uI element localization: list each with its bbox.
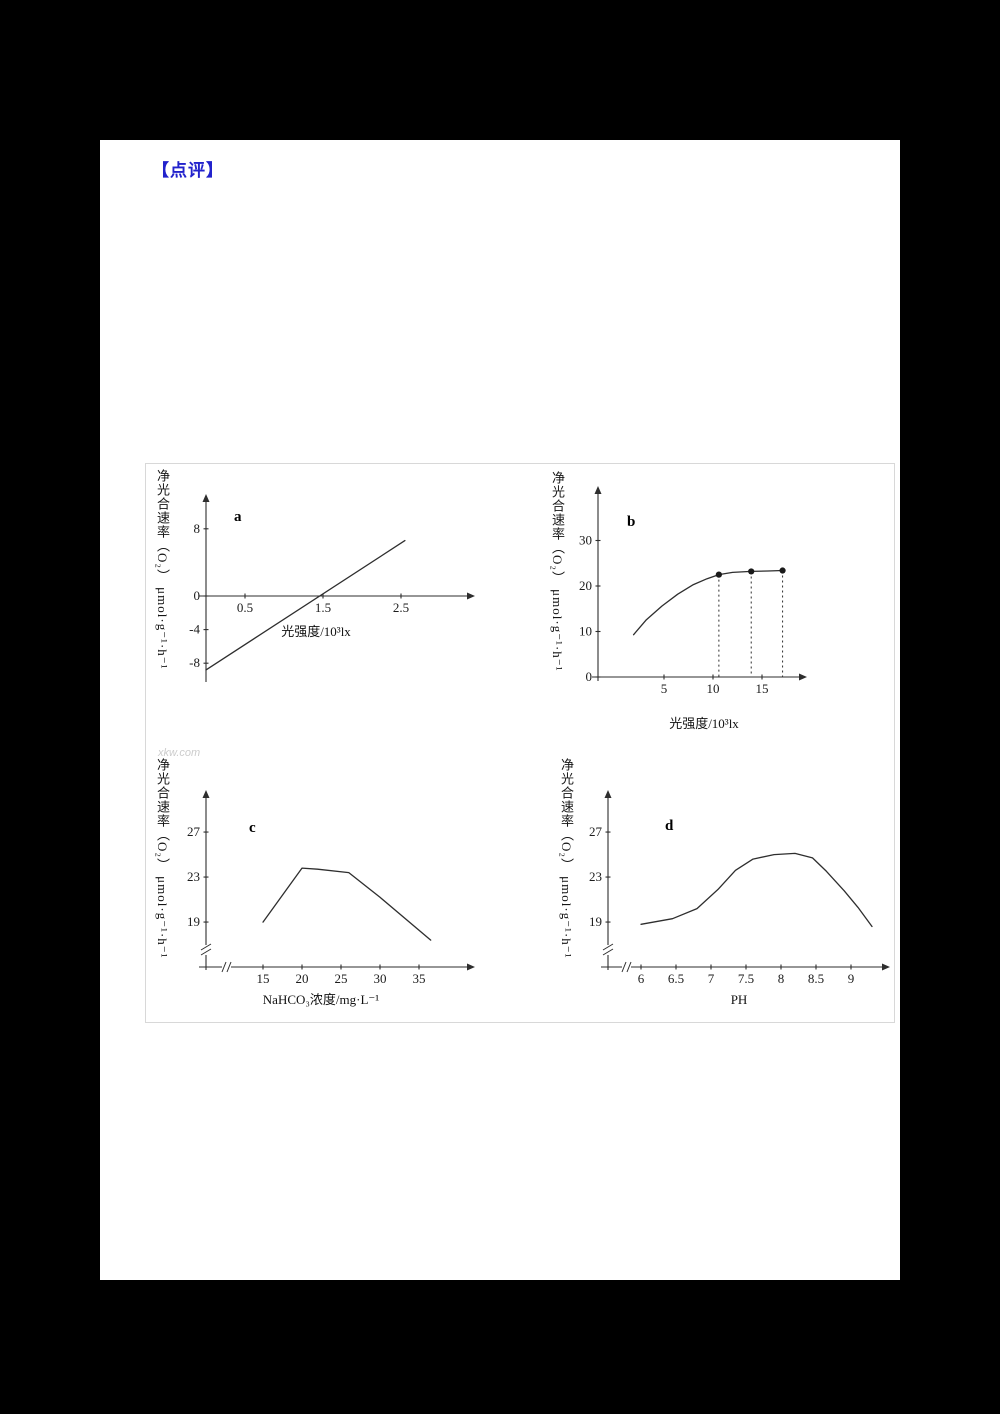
- chart-b-y-axis-label: 净光合速率（O₂） μmol·g⁻¹·h⁻¹: [550, 471, 565, 672]
- chart-a: 0.5 1.5 2.5 8 0 -4 -8 a 光强度/10³lx: [189, 494, 475, 682]
- svg-text:8: 8: [778, 971, 785, 986]
- watermark: xkw.com: [158, 747, 201, 759]
- svg-text:15: 15: [257, 971, 270, 986]
- chart-d: 6 6.5 7 7.5 8 8.5 9 27 23 19 d PH: [589, 790, 890, 1007]
- svg-text:7.5: 7.5: [738, 971, 754, 986]
- svg-text:27: 27: [187, 824, 201, 839]
- svg-text:光强度/10³lx: 光强度/10³lx: [669, 716, 739, 731]
- svg-text:5: 5: [661, 681, 668, 696]
- svg-text:2.5: 2.5: [393, 600, 409, 615]
- svg-text:-8: -8: [189, 655, 200, 670]
- figure-panel: 0.5 1.5 2.5 8 0 -4 -8 a 光强度/10³lx 5 10 15 30 20 10 0 b 光…: [145, 463, 895, 1023]
- svg-text:23: 23: [187, 869, 200, 884]
- svg-text:-4: -4: [189, 622, 200, 637]
- svg-text:10: 10: [579, 624, 592, 639]
- svg-text:20: 20: [579, 578, 592, 593]
- chart-c-y-axis-label: 净光合速率（O₂） μmol·g⁻¹·h⁻¹: [155, 758, 170, 959]
- chart-d-y-axis-label: 净光合速率（O₂） μmol·g⁻¹·h⁻¹: [559, 758, 574, 959]
- svg-text:1.5: 1.5: [315, 600, 331, 615]
- svg-text:8: 8: [194, 521, 201, 536]
- svg-text:30: 30: [374, 971, 387, 986]
- svg-text:23: 23: [589, 869, 602, 884]
- svg-text:6.5: 6.5: [668, 971, 684, 986]
- svg-text:30: 30: [579, 533, 592, 548]
- svg-text:c: c: [249, 820, 256, 836]
- svg-text:19: 19: [187, 914, 200, 929]
- chart-a-y-axis-label: 净光合速率（O₂） μmol·g⁻¹·h⁻¹: [155, 469, 170, 670]
- svg-text:PH: PH: [731, 992, 748, 1007]
- document-page: 【点评】 0.5 1.5 2.5 8 0 -4 -8 a 光强度/10³lx 5 10 15 30 20…: [100, 140, 900, 1280]
- review-tag: 【点评】: [152, 161, 224, 180]
- svg-text:10: 10: [707, 681, 720, 696]
- svg-text:7: 7: [708, 971, 715, 986]
- svg-text:15: 15: [756, 681, 769, 696]
- svg-text:27: 27: [589, 824, 603, 839]
- svg-text:0: 0: [586, 669, 593, 684]
- svg-text:8.5: 8.5: [808, 971, 824, 986]
- svg-text:19: 19: [589, 914, 602, 929]
- svg-text:光强度/10³lx: 光强度/10³lx: [281, 624, 351, 639]
- chart-c: 15 20 25 30 35 27 23 19 c NaHCO₃浓度/mg·L⁻¹: [187, 790, 475, 1007]
- svg-text:0.5: 0.5: [237, 600, 253, 615]
- svg-text:b: b: [627, 514, 635, 530]
- svg-text:a: a: [234, 509, 242, 525]
- svg-text:d: d: [665, 818, 674, 834]
- svg-text:6: 6: [638, 971, 645, 986]
- svg-text:NaHCO₃浓度/mg·L⁻¹: NaHCO₃浓度/mg·L⁻¹: [263, 992, 379, 1007]
- svg-text:35: 35: [413, 971, 426, 986]
- svg-text:9: 9: [848, 971, 855, 986]
- chart-b: 5 10 15 30 20 10 0 b 光强度/10³lx: [579, 486, 807, 731]
- svg-text:0: 0: [194, 588, 201, 603]
- svg-text:25: 25: [335, 971, 348, 986]
- svg-text:20: 20: [296, 971, 309, 986]
